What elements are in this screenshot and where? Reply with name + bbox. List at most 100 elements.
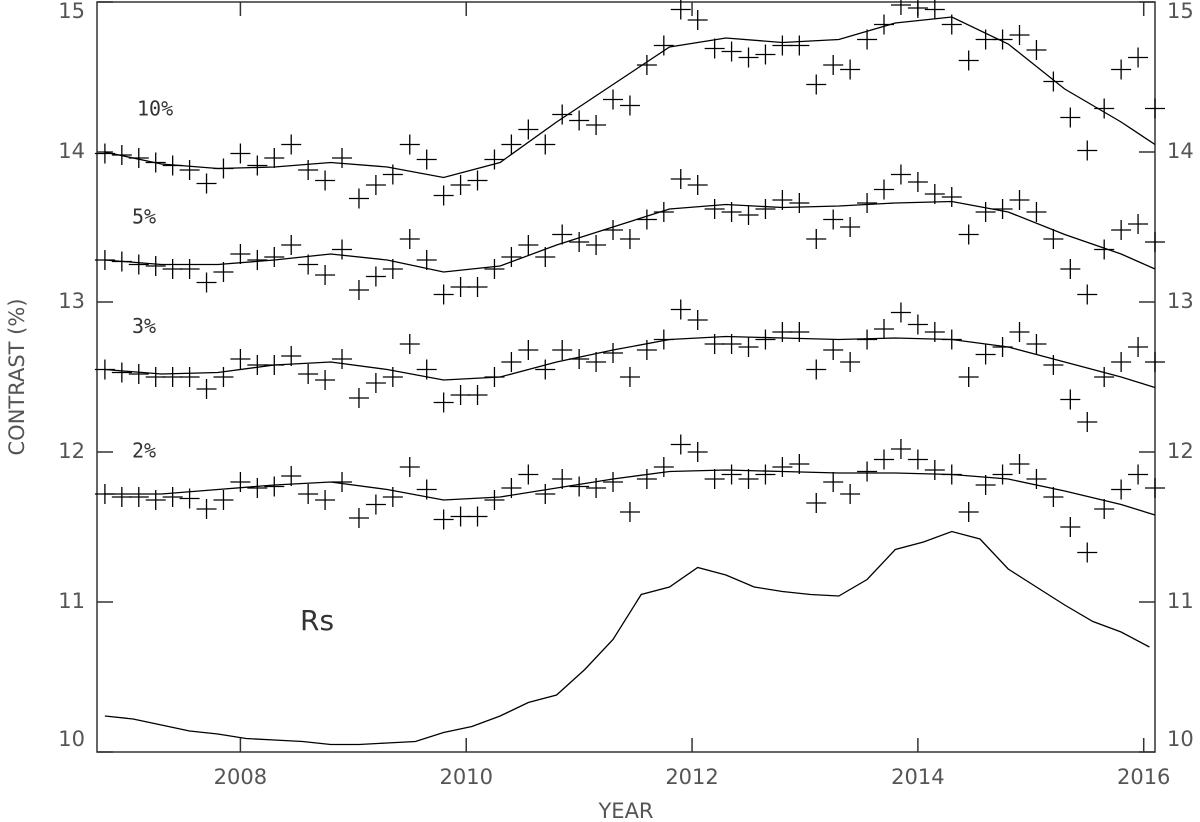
plus-marker [128,364,149,384]
plus-marker [907,449,928,470]
plus-marker [603,472,624,492]
plus-marker [1111,352,1132,372]
plus-marker [721,41,742,62]
plus-marker [907,0,928,18]
plus-marker [535,484,556,504]
plus-marker [298,254,319,275]
fit-line [104,469,1156,516]
plus-marker [1077,284,1098,305]
plus-marker [653,457,674,477]
plus-marker [1009,190,1030,210]
plus-marker [1145,478,1165,498]
plus-marker [332,239,353,260]
y-tick-label-right: 13 [1167,289,1194,313]
fit-line [104,335,1156,389]
plus-marker [958,50,979,71]
plus-marker [230,349,251,369]
plus-marker [484,259,505,279]
plus-marker [1009,322,1030,342]
plus-marker [907,314,928,335]
plus-marker [1043,229,1064,249]
plus-marker [1077,412,1098,432]
plus-marker [382,259,403,279]
plus-marker [230,244,251,264]
plus-marker [281,134,302,155]
plus-marker [1043,487,1064,507]
plus-marker [857,193,878,213]
plus-marker [586,235,607,255]
x-tick-label: 2014 [891,765,944,789]
plus-marker [467,385,488,405]
series-label: 3% [132,314,156,338]
plus-marker [907,172,928,192]
plus-marker [840,217,861,237]
plus-marker [670,434,691,455]
plus-marker [823,55,844,75]
plus-marker [552,469,573,489]
series-label: 10% [137,97,173,121]
plus-marker [348,388,369,408]
plus-marker [738,47,759,68]
plus-marker [619,502,640,522]
plus-marker [128,487,149,507]
plus-marker [975,202,996,222]
plus-marker [399,134,420,155]
plus-marker [1009,25,1030,45]
plus-marker [247,250,268,270]
plus-marker [399,457,420,477]
plus-marker [1145,232,1165,252]
plus-marker [619,367,640,387]
y-tick-label: 15 [58,0,85,23]
plus-marker [1043,71,1064,92]
y-tick-label-right: 15 [1167,0,1194,23]
plus-marker [890,439,911,459]
plus-marker [1128,464,1149,485]
plus-marker [1094,499,1115,519]
plus-marker [569,476,590,497]
plus-marker [501,247,522,267]
plus-marker [298,364,319,384]
plus-marker [755,464,776,485]
plus-marker [874,179,895,200]
plus-marker [145,256,166,276]
plus-marker [806,493,827,513]
plus-marker [247,355,268,375]
plus-marker [281,466,302,486]
plus-marker [1077,542,1098,563]
plus-marker [213,262,234,282]
plus-marker [806,229,827,249]
x-tick-label: 2016 [1117,765,1170,789]
plus-marker [501,134,522,155]
plus-marker [840,484,861,504]
plus-marker [281,346,302,366]
y-tick-label: 13 [58,289,85,313]
x-tick-label: 2010 [440,765,493,789]
plus-marker [196,379,217,399]
fit-line [104,16,1156,179]
plus-marker [924,0,945,20]
plus-marker [230,143,251,164]
y-tick-label: 11 [58,589,85,613]
plus-marker [416,250,437,270]
plus-marker [298,160,319,180]
plus-marker [332,148,353,168]
x-tick-label: 2008 [214,765,267,789]
plus-marker [789,193,810,213]
plus-marker [975,475,996,495]
rs-line [104,530,1150,746]
plus-marker [1077,140,1098,161]
plus-marker [619,229,640,249]
plus-marker [806,359,827,380]
plus-marker [1009,454,1030,474]
plus-marker [552,340,573,360]
plus-marker [636,469,657,489]
plus-marker [687,10,708,30]
plus-marker [772,322,793,342]
plus-marker [738,205,759,225]
plus-marker [890,164,911,185]
plus-marker [315,170,336,191]
plus-marker [518,464,539,485]
plus-marker [789,35,810,56]
y-tick-label-right: 10 [1167,727,1194,751]
plus-marker [179,259,200,279]
